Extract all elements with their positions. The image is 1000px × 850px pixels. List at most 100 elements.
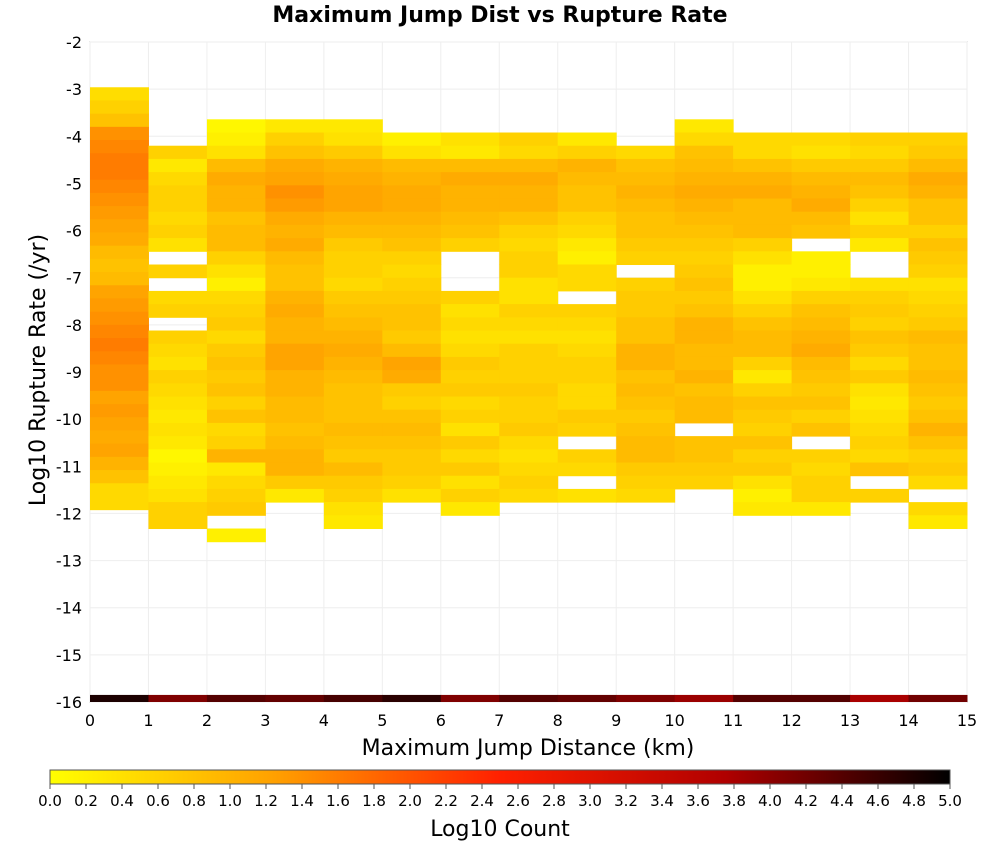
heatmap-cell xyxy=(323,304,383,318)
y-tick-label: -5 xyxy=(66,174,82,193)
heatmap-cell xyxy=(733,356,793,371)
heatmap-cell xyxy=(791,396,851,411)
heatmap-cell-bottom xyxy=(908,694,968,702)
heatmap-cell xyxy=(382,383,442,398)
heatmap-cell xyxy=(499,317,559,332)
colorbar-tick-label: 1.4 xyxy=(290,792,314,810)
heatmap-cell xyxy=(850,158,910,173)
heatmap-cell xyxy=(206,436,266,450)
heatmap-cell xyxy=(440,198,500,213)
heatmap-cell xyxy=(616,198,676,213)
y-tick-label: -15 xyxy=(56,646,82,665)
heatmap-cell xyxy=(557,185,617,200)
heatmap-cell xyxy=(616,422,676,437)
heatmap-cell xyxy=(206,396,266,411)
heatmap-cell xyxy=(148,409,208,424)
heatmap-cell xyxy=(733,185,793,200)
heatmap-cell xyxy=(791,224,851,239)
heatmap-cell xyxy=(557,356,617,371)
heatmap-cell xyxy=(440,422,500,437)
heatmap-cell xyxy=(323,343,383,358)
heatmap-cell xyxy=(733,264,793,279)
heatmap-cell xyxy=(499,462,559,477)
heatmap-cell xyxy=(323,172,383,186)
heatmap-cell xyxy=(323,251,383,266)
heatmap-cell xyxy=(265,449,325,464)
colorbar-tick-label: 4.0 xyxy=(758,792,782,810)
heatmap-cell xyxy=(206,343,266,358)
heatmap-cell xyxy=(908,251,968,266)
heatmap-cell xyxy=(557,211,617,226)
heatmap-cell xyxy=(791,132,851,147)
heatmap-cell xyxy=(674,396,734,411)
heatmap-cell xyxy=(382,422,442,437)
heatmap-cell xyxy=(323,462,383,477)
heatmap-cell xyxy=(90,404,149,418)
heatmap-cell xyxy=(90,443,149,458)
heatmap-cell-bottom xyxy=(90,694,149,702)
heatmap-cell xyxy=(791,211,851,226)
heatmap-cell xyxy=(440,132,500,147)
heatmap-cell xyxy=(499,290,559,305)
colorbar-tick-label: 2.4 xyxy=(470,792,494,810)
heatmap-cell xyxy=(557,383,617,398)
x-tick-label: 7 xyxy=(494,711,504,730)
heatmap-cell xyxy=(674,317,734,332)
heatmap-cell xyxy=(90,496,149,511)
heatmap-cell xyxy=(908,462,968,477)
heatmap-cell xyxy=(440,290,500,305)
heatmap-cell xyxy=(674,185,734,200)
heatmap-cell xyxy=(850,198,910,213)
heatmap-cell xyxy=(265,198,325,213)
heatmap-cell xyxy=(323,502,383,516)
heatmap-cell-bottom xyxy=(850,694,910,702)
heatmap-cell xyxy=(908,238,968,252)
heatmap-cell xyxy=(323,119,383,134)
heatmap-cells xyxy=(90,87,968,702)
heatmap-cell xyxy=(908,224,968,239)
heatmap-cell xyxy=(90,377,149,392)
heatmap-cell xyxy=(265,475,325,490)
heatmap-cell xyxy=(674,224,734,239)
heatmap-cell xyxy=(557,449,617,464)
heatmap-cell xyxy=(733,409,793,424)
heatmap-cell xyxy=(382,238,442,252)
heatmap-cell xyxy=(850,449,910,464)
heatmap-cell xyxy=(382,277,442,292)
y-tick-label: -4 xyxy=(66,127,82,146)
heatmap-cell xyxy=(206,145,266,160)
y-axis-label: Log10 Rupture Rate (/yr) xyxy=(26,234,51,506)
heatmap-cell xyxy=(791,145,851,160)
heatmap-cell xyxy=(616,343,676,358)
heatmap-cell xyxy=(323,409,383,424)
heatmap-cell xyxy=(674,264,734,279)
heatmap-cell xyxy=(908,515,968,530)
heatmap-cell xyxy=(499,422,559,437)
heatmap-cell-bottom xyxy=(323,694,383,702)
heatmap-cell xyxy=(733,396,793,411)
heatmap-cell xyxy=(791,422,851,437)
heatmap-cell xyxy=(908,264,968,279)
heatmap-cell xyxy=(382,409,442,424)
heatmap-cell xyxy=(733,462,793,477)
heatmap-cell xyxy=(674,238,734,252)
heatmap-cell xyxy=(323,264,383,279)
heatmap-cell xyxy=(90,126,149,141)
heatmap-cell xyxy=(148,488,208,503)
heatmap-cell xyxy=(850,185,910,200)
heatmap-cell xyxy=(850,383,910,398)
heatmap-cell xyxy=(616,436,676,450)
heatmap-cell xyxy=(557,462,617,477)
y-tick-label: -8 xyxy=(66,316,82,335)
x-tick-label: 3 xyxy=(260,711,270,730)
heatmap-cell xyxy=(557,343,617,358)
heatmap-cell xyxy=(206,277,266,292)
x-tick-label: 6 xyxy=(436,711,446,730)
heatmap-cell xyxy=(616,158,676,173)
heatmap-cell xyxy=(791,383,851,398)
heatmap-cell xyxy=(90,351,149,365)
x-tick-label: 10 xyxy=(664,711,684,730)
heatmap-cell xyxy=(908,502,968,516)
heatmap-cell xyxy=(148,198,208,213)
